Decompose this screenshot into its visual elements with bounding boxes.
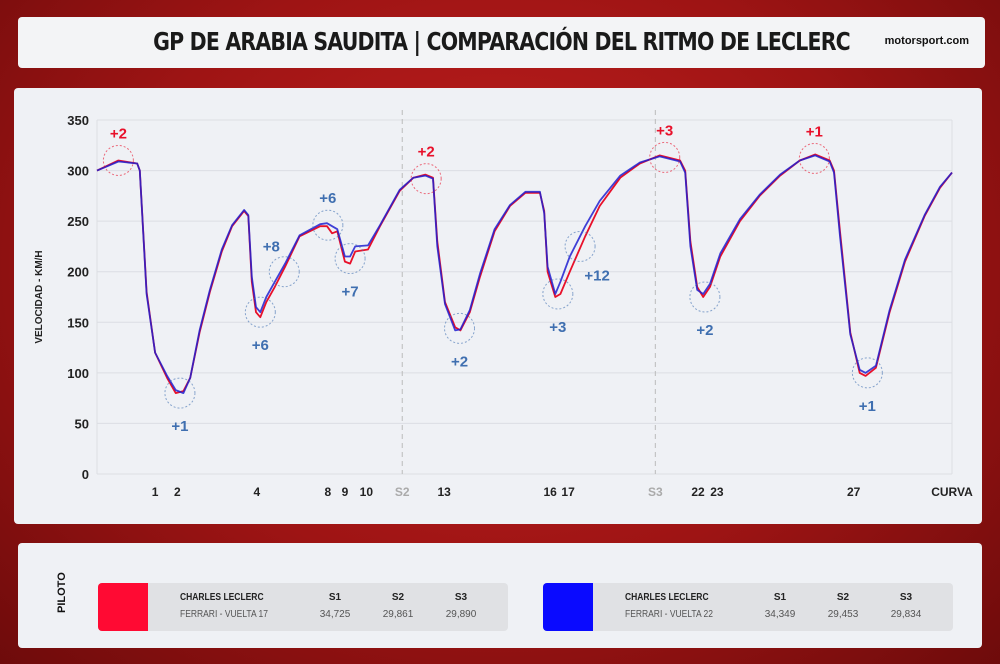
corner-label: CURVA xyxy=(931,485,973,499)
annotation-circle xyxy=(410,163,442,195)
annotation-label: +2 xyxy=(110,125,127,142)
y-tick-label: 200 xyxy=(67,265,89,280)
s1-time: 34,349 xyxy=(764,609,796,620)
annotation-label: +1 xyxy=(806,123,823,140)
y-tick-label: 300 xyxy=(67,164,89,179)
annotation-circle xyxy=(689,281,721,313)
annotation-label: +3 xyxy=(549,319,566,336)
s3-label: S3 xyxy=(454,592,468,603)
s2-time: 29,861 xyxy=(382,609,414,620)
annotation-circle xyxy=(268,256,300,288)
annotation-circle xyxy=(798,142,830,174)
legend-card: PILOTO CHARLES LECLERC FERRARI - VUELTA … xyxy=(18,543,982,648)
y-tick-label: 250 xyxy=(67,214,89,229)
corner-label: 9 xyxy=(342,485,349,499)
y-tick-label: 350 xyxy=(67,113,89,128)
annotation-circle xyxy=(102,144,134,176)
annotation-label: +1 xyxy=(859,398,876,415)
legend-title: PILOTO xyxy=(56,572,68,613)
annotation-label: +3 xyxy=(656,122,673,139)
s3-label: S3 xyxy=(899,592,913,603)
driver-color-swatch xyxy=(98,583,148,631)
annotation-circle xyxy=(542,278,574,310)
chart-card: 0 50 100 150 200 250 300 350 VELOCIDAD - KM/H 1 2 4… xyxy=(14,88,982,524)
speed-chart: 0 50 100 150 200 250 300 350 VELOCIDAD - KM/H 1 2 4… xyxy=(34,110,973,499)
driver-name: CHARLES LECLERC xyxy=(625,592,709,603)
corner-label: 16 xyxy=(543,485,557,499)
s1-label: S1 xyxy=(328,592,342,603)
annotation-circle xyxy=(851,357,883,389)
brand-logo: motorsport.com xyxy=(884,35,969,47)
annotation-circle xyxy=(564,230,596,262)
page-title: GP DE ARABIA SAUDITA | COMPARACIÓN DEL R… xyxy=(153,27,851,56)
corner-label: 4 xyxy=(254,485,261,499)
driver-color-swatch xyxy=(543,583,593,631)
y-tick-label: 100 xyxy=(67,366,89,381)
series-line-2 xyxy=(96,154,953,394)
annotation-label: +7 xyxy=(342,284,359,301)
driver-legend-2: CHARLES LECLERC FERRARI - VUELTA 22 S1 S… xyxy=(543,583,953,631)
s2-time: 29,453 xyxy=(827,609,859,620)
sector-label: S3 xyxy=(648,485,663,499)
y-tick-label: 0 xyxy=(82,467,89,482)
y-tick-label: 150 xyxy=(67,315,89,330)
driver-team-lap: FERRARI - VUELTA 17 xyxy=(180,609,269,620)
annotation-label: +8 xyxy=(263,239,280,256)
s3-time: 29,890 xyxy=(445,609,477,620)
annotation-circle xyxy=(312,209,344,241)
corner-label: 17 xyxy=(561,485,575,499)
y-tick-label: 50 xyxy=(75,416,89,431)
s1-label: S1 xyxy=(773,592,787,603)
header-bar: GP DE ARABIA SAUDITA | COMPARACIÓN DEL R… xyxy=(18,17,985,68)
annotation-label: +2 xyxy=(451,353,468,370)
corner-label: 22 xyxy=(691,485,705,499)
corner-label: 8 xyxy=(325,485,332,499)
corner-label: 23 xyxy=(710,485,724,499)
corner-label: 27 xyxy=(847,485,861,499)
s2-label: S2 xyxy=(391,592,405,603)
driver-legend-1: CHARLES LECLERC FERRARI - VUELTA 17 S1 S… xyxy=(98,583,508,631)
s2-label: S2 xyxy=(836,592,850,603)
annotation-label: +6 xyxy=(252,337,269,354)
s1-time: 34,725 xyxy=(319,609,351,620)
y-axis-label: VELOCIDAD - KM/H xyxy=(34,250,45,343)
annotation-circle xyxy=(334,243,366,275)
series-line-1 xyxy=(96,153,953,394)
annotation-circle xyxy=(444,312,476,344)
annotation-circle xyxy=(244,296,276,328)
annotation-circle xyxy=(649,141,681,173)
sector-label: S2 xyxy=(395,485,410,499)
annotation-label: +1 xyxy=(171,418,188,435)
corner-label: 2 xyxy=(174,485,181,499)
annotation-circle xyxy=(164,377,196,409)
driver-name: CHARLES LECLERC xyxy=(180,592,264,603)
driver-team-lap: FERRARI - VUELTA 22 xyxy=(625,609,714,620)
corner-label: 13 xyxy=(437,485,451,499)
s3-time: 29,834 xyxy=(890,609,922,620)
annotation-label: +2 xyxy=(418,144,435,161)
annotation-label: +6 xyxy=(319,190,336,207)
corner-label: 10 xyxy=(360,485,374,499)
corner-label: 1 xyxy=(152,485,159,499)
annotation-label: +12 xyxy=(584,267,609,284)
annotation-label: +2 xyxy=(696,322,713,339)
